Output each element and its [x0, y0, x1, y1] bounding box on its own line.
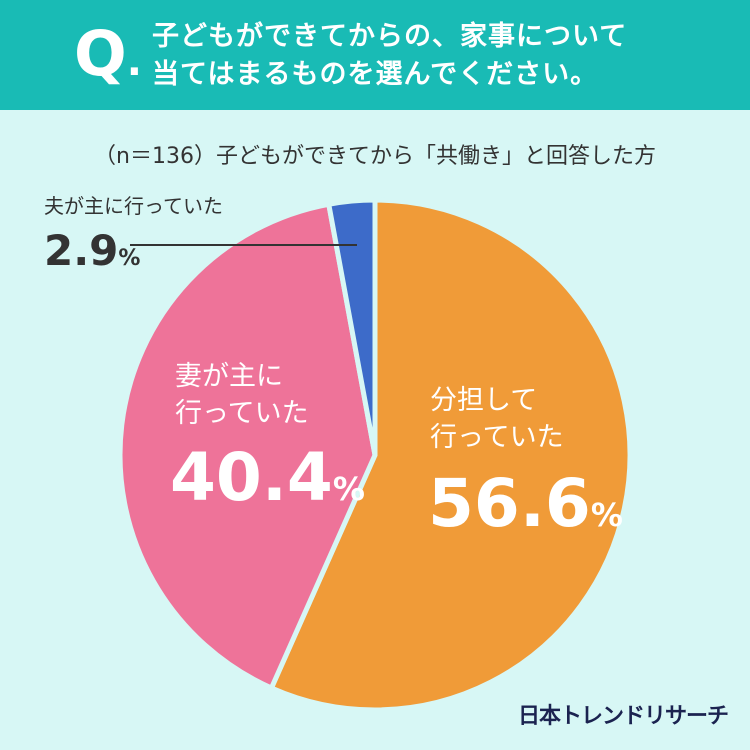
question-text: 子どもができてからの、家事について 当てはまるものを選んでください。: [152, 18, 627, 94]
pie-slice-wife: [117, 201, 378, 691]
slice-value-husband: 2.9%: [44, 226, 140, 275]
slice-label-wife-line2: 行っていた: [175, 398, 309, 429]
slice-label-shared-line1: 分担して: [430, 385, 537, 416]
value-unit-husband: %: [118, 246, 140, 271]
value-unit-wife: %: [333, 470, 365, 508]
value-number-wife: 40.4: [170, 439, 333, 516]
question-line-2: 当てはまるものを選んでください。: [152, 59, 599, 90]
slice-label-shared-line2: 行っていた: [430, 422, 564, 453]
pie-slice-shared: [268, 197, 633, 713]
brand-logo: 日本トレンドリサーチ: [517, 704, 729, 729]
slice-value-wife: 40.4%: [170, 439, 365, 516]
q-mark: Q.: [74, 17, 142, 90]
slice-label-husband: 夫が主に行っていた: [44, 194, 223, 218]
value-number-husband: 2.9: [44, 226, 118, 275]
pie-slice-husband: [326, 197, 378, 458]
question-header: Q. 子どもができてからの、家事について 当てはまるものを選んでください。: [0, 0, 750, 110]
value-number-shared: 56.6: [428, 465, 591, 542]
slice-value-shared: 56.6%: [428, 465, 623, 542]
value-unit-shared: %: [591, 496, 623, 534]
sample-note: （n＝136）子どもができてから「共働き」と回答した方: [94, 144, 656, 169]
question-line-1: 子どもができてからの、家事について: [152, 21, 628, 52]
slice-label-wife-line1: 妻が主に: [175, 361, 283, 392]
